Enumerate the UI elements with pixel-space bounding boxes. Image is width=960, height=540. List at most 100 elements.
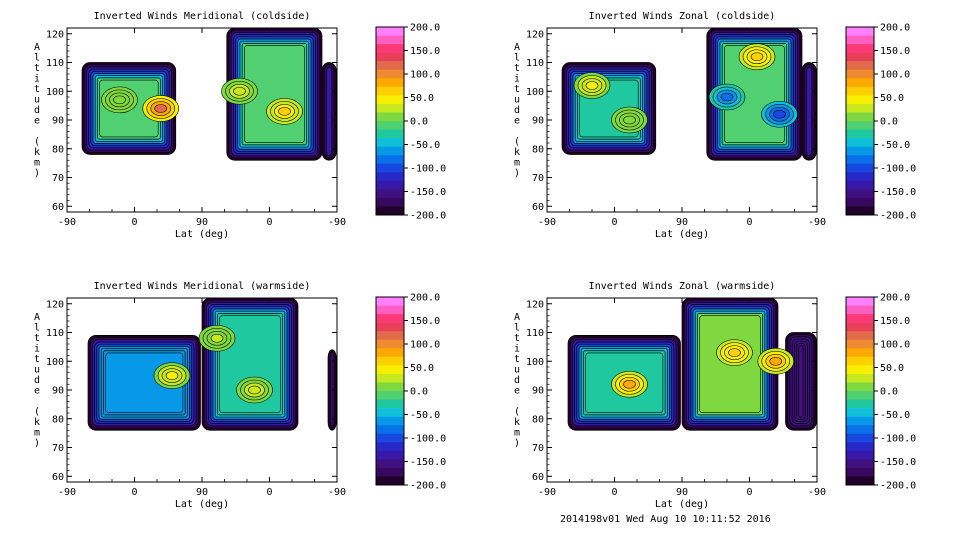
colorbar-swatch [846, 103, 874, 113]
colorbar-swatch [846, 442, 874, 452]
footer-timestamp: 2014198v01 Wed Aug 10 10:11:52 2016 [560, 514, 771, 525]
data-region [321, 62, 337, 161]
y-tick-label: 110 [46, 58, 64, 69]
colorbar-swatch [846, 78, 874, 88]
y-tick-label: 110 [46, 328, 64, 339]
chart-panel-1: -90 0 90 0 -90 60 70 80 90 100 110 120 Inverted Wind… [34, 11, 446, 240]
contour-ring [623, 115, 636, 125]
contour-feature [236, 376, 273, 404]
plot-area [567, 298, 817, 431]
y-tick-label: 100 [526, 87, 544, 98]
contour-feature [198, 324, 236, 352]
data-region [561, 62, 657, 155]
colorbar-swatch [376, 459, 404, 469]
x-axis-label: Lat (deg) [175, 229, 229, 240]
chart-title: Inverted Winds Meridional (warmside) [94, 281, 311, 292]
colorbar-label: -200.0 [410, 211, 446, 222]
colorbar-label: 200.0 [410, 23, 440, 34]
y-tick-label: 120 [46, 29, 64, 40]
colorbar-swatch [376, 86, 404, 96]
colorbar-swatch [846, 416, 874, 426]
colorbar-swatch [846, 86, 874, 96]
colorbar-label: 150.0 [880, 316, 910, 327]
colorbar-swatch [376, 331, 404, 341]
x-tick-label: 90 [676, 217, 688, 228]
y-tick-label: 60 [52, 472, 64, 483]
colorbar-swatch [846, 146, 874, 156]
y-tick-label: 80 [532, 144, 544, 155]
colorbar-swatch [846, 297, 874, 306]
x-axis-label: Lat (deg) [655, 499, 709, 510]
plot-area [81, 28, 337, 161]
colorbar-swatch [846, 399, 874, 409]
contour-ring [248, 385, 261, 395]
colorbar-label: -200.0 [880, 481, 916, 492]
colorbar-label: -200.0 [410, 481, 446, 492]
colorbar-swatch [846, 69, 874, 79]
chart-panel-2: -90 0 90 0 -90 60 70 80 90 100 110 120 Inverted Wind… [514, 11, 916, 240]
colorbar-swatch [846, 322, 874, 332]
contour-feature [761, 100, 798, 128]
x-tick-label: 90 [196, 487, 208, 498]
colorbar-swatch [846, 348, 874, 358]
colorbar-swatch [376, 69, 404, 79]
data-region [226, 28, 323, 161]
x-tick-label: 0 [611, 217, 617, 228]
colorbar-swatch [376, 155, 404, 165]
colorbar-label: 100.0 [410, 340, 440, 351]
contour-ring [113, 95, 126, 105]
contour-feature [221, 77, 258, 105]
contour-feature [757, 347, 795, 375]
y-tick-label: 80 [52, 414, 64, 425]
colorbar-label: 50.0 [410, 363, 434, 374]
colorbar-swatch [846, 197, 874, 207]
y-tick-label: 70 [52, 443, 64, 454]
colorbar: 200.0 150.0 100.0 50.0 0.0 -50.0 -100.0 -150.0 -… [375, 293, 446, 492]
contour-ring [750, 52, 764, 62]
colorbar-swatch [376, 163, 404, 173]
colorbar-swatch [376, 391, 404, 400]
x-tick-label: 90 [676, 487, 688, 498]
contour-feature [266, 98, 303, 125]
colorbar-swatch [846, 172, 874, 182]
colorbar-swatch [376, 450, 404, 460]
colorbar-swatch [376, 476, 404, 486]
x-tick-label: -90 [538, 487, 556, 498]
colorbar-swatch [376, 442, 404, 452]
colorbar-swatch [376, 373, 404, 383]
plot-area [561, 28, 817, 161]
colorbar-swatch [376, 305, 404, 315]
x-tick-label: 0 [131, 217, 137, 228]
chart-title: Inverted Winds Zonal (coldside) [589, 11, 776, 22]
contour-ring [233, 86, 246, 96]
colorbar-swatch [846, 180, 874, 190]
chart-panel-3: -90 0 90 0 -90 60 70 80 90 100 110 120 Inverted Wind… [34, 281, 446, 510]
x-tick-label: -90 [58, 217, 76, 228]
data-region [801, 62, 817, 161]
y-tick-label: 70 [532, 443, 544, 454]
contour-ring [720, 92, 734, 102]
colorbar: 200.0 150.0 100.0 50.0 0.0 -50.0 -100.0 -150.0 -… [845, 23, 916, 222]
x-tick-label: 0 [131, 487, 137, 498]
contour-feature [708, 83, 746, 111]
data-region [201, 298, 299, 431]
y-tick-label: 120 [526, 299, 544, 310]
y-tick-label: 80 [532, 414, 544, 425]
colorbar-swatch [846, 459, 874, 469]
colorbar-swatch [376, 95, 404, 105]
colorbar-label: 200.0 [880, 293, 910, 304]
colorbar-swatch [376, 416, 404, 426]
colorbar-label: -150.0 [880, 457, 916, 468]
contour-ring [165, 371, 179, 380]
colorbar-label: 0.0 [880, 117, 898, 128]
contour-band [326, 66, 333, 157]
colorbar-swatch [846, 112, 874, 122]
colorbar-swatch [376, 112, 404, 122]
contour-ring [773, 109, 786, 119]
x-tick-label: -90 [808, 487, 826, 498]
x-tick-label: 90 [196, 217, 208, 228]
